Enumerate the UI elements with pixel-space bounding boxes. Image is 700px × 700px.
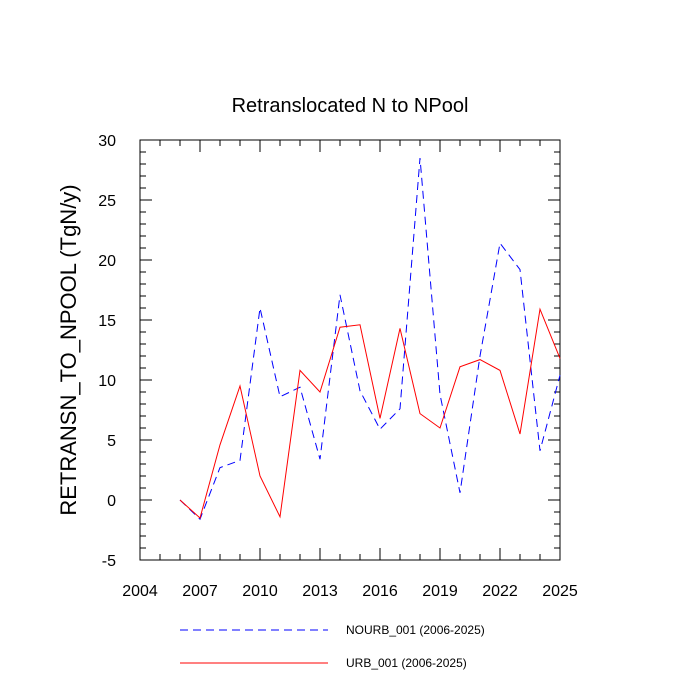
y-tick-label: 0 xyxy=(107,493,116,510)
x-tick-label: 2019 xyxy=(422,583,458,600)
data-point xyxy=(518,268,522,272)
data-point xyxy=(218,443,222,447)
x-tick-label: 2013 xyxy=(302,583,338,600)
data-point xyxy=(238,458,242,462)
data-point xyxy=(438,392,442,396)
data-point xyxy=(278,395,282,399)
data-point xyxy=(278,515,282,519)
axis-tick-labels: 2004 2007 2010 2013 2016 2019 2022 2025-5051015… xyxy=(98,133,578,600)
data-point xyxy=(258,306,262,310)
y-tick-label: 25 xyxy=(98,193,116,210)
data-point xyxy=(198,516,202,520)
data-point xyxy=(418,412,422,416)
legend-label-1: NOURB_001 (2006-2025) xyxy=(346,623,485,637)
data-point xyxy=(398,407,402,411)
x-tick-label: 2007 xyxy=(182,583,218,600)
data-point xyxy=(438,426,442,430)
data-point xyxy=(358,323,362,327)
y-axis-label: RETRANSN_TO_NPOOL (TgN/y) xyxy=(56,184,81,515)
data-point xyxy=(318,457,322,461)
y-tick-label: 30 xyxy=(98,133,116,150)
legend-label-2: URB_001 (2006-2025) xyxy=(346,656,467,670)
x-tick-label: 2010 xyxy=(242,583,278,600)
data-point xyxy=(378,416,382,420)
data-point xyxy=(458,365,462,369)
x-tick-label: 2025 xyxy=(542,583,578,600)
data-point xyxy=(378,427,382,431)
data-point xyxy=(338,293,342,297)
data-point xyxy=(558,356,562,360)
y-tick-label: -5 xyxy=(102,553,116,570)
legend: NOURB_001 (2006-2025) URB_001 (2006-2025) xyxy=(180,623,485,670)
data-point xyxy=(418,156,422,160)
axis-ticks xyxy=(139,139,561,561)
chart-title: Retranslocated N to NPool xyxy=(232,95,469,117)
y-tick-label: 15 xyxy=(98,313,116,330)
x-tick-label: 2016 xyxy=(362,583,398,600)
data-point xyxy=(458,491,462,495)
y-tick-label: 5 xyxy=(107,433,116,450)
data-point xyxy=(498,241,502,245)
series-lines xyxy=(178,156,562,521)
plot-frame xyxy=(139,139,561,561)
data-point xyxy=(498,368,502,372)
y-tick-label: 10 xyxy=(98,373,116,390)
series-line-2 xyxy=(179,307,561,519)
data-point xyxy=(478,358,482,362)
x-tick-label: 2004 xyxy=(122,583,158,600)
data-point xyxy=(258,474,262,478)
data-point xyxy=(398,326,402,330)
data-point xyxy=(218,466,222,470)
y-tick-label: 20 xyxy=(98,253,116,270)
data-point xyxy=(538,307,542,311)
data-point xyxy=(238,384,242,388)
data-point xyxy=(298,368,302,372)
data-point xyxy=(338,325,342,329)
series-line-1 xyxy=(179,157,561,521)
data-point xyxy=(478,354,482,358)
data-point xyxy=(178,498,182,502)
data-point xyxy=(538,449,542,453)
data-point xyxy=(558,373,562,377)
x-tick-label: 2022 xyxy=(482,583,518,600)
data-point xyxy=(358,389,362,393)
data-point xyxy=(298,385,302,389)
data-point xyxy=(518,432,522,436)
data-point xyxy=(318,390,322,394)
